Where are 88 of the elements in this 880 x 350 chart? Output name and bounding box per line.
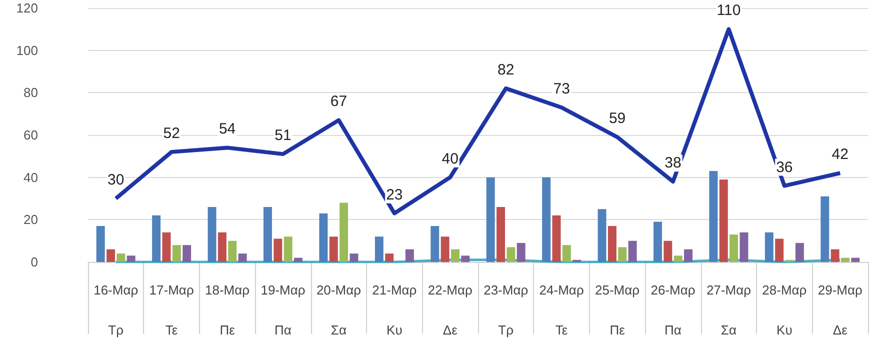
bar (820, 196, 830, 262)
category-label: 24-Μαρ Τε (539, 282, 584, 338)
bar (162, 232, 171, 262)
y-tick-label: 120 (16, 0, 38, 16)
bar (840, 258, 850, 262)
bar (506, 247, 516, 262)
data-label: 42 (832, 146, 848, 164)
bar (440, 236, 450, 262)
data-label: 40 (442, 150, 458, 168)
bar (405, 249, 414, 262)
bar (764, 232, 774, 262)
data-label: 110 (716, 2, 741, 20)
bar (294, 258, 302, 262)
bar (775, 238, 784, 262)
bar (218, 232, 226, 262)
category-label: 19-Μαρ Πα (260, 282, 306, 338)
bar (385, 254, 394, 262)
data-label: 82 (498, 61, 514, 78)
bar (830, 249, 840, 262)
bar (274, 238, 282, 262)
category-label: 27-Μαρ Σα (706, 282, 751, 338)
bar (319, 213, 328, 262)
bar (709, 170, 718, 262)
bar (350, 254, 358, 262)
bar (684, 249, 692, 262)
bar (450, 249, 460, 262)
data-label: 67 (330, 93, 348, 110)
data-label: 51 (274, 127, 292, 144)
bar (238, 254, 247, 262)
bar (719, 179, 728, 262)
data-label: 23 (386, 186, 403, 204)
bar (461, 256, 470, 262)
data-label: 59 (608, 110, 626, 128)
bar (516, 242, 526, 262)
bar (674, 256, 682, 262)
bar (264, 206, 272, 262)
bar (106, 249, 116, 262)
y-tick-label: 20 (24, 212, 38, 228)
category-label: 22-Μαρ Δε (428, 282, 472, 338)
bar (182, 245, 192, 262)
y-tick-label: 0 (30, 254, 38, 270)
bar (608, 226, 616, 262)
bar (496, 206, 506, 262)
data-label: 30 (108, 172, 124, 188)
y-tick-label: 80 (24, 85, 38, 100)
category-label: 17-Μαρ Τε (149, 282, 194, 338)
bar (96, 226, 105, 262)
category-label: 26-Μαρ Πα (650, 282, 696, 338)
bar (208, 206, 216, 262)
bar (152, 215, 161, 262)
bar (172, 245, 181, 262)
category-label: 23-Μαρ Τρ (484, 282, 528, 338)
bar (542, 177, 551, 262)
data-label: 38 (664, 154, 682, 172)
bar (654, 222, 662, 262)
y-tick-label: 100 (16, 42, 38, 58)
bar (628, 240, 637, 262)
bar (329, 236, 338, 262)
bar (618, 247, 627, 262)
bar (740, 232, 748, 262)
bar (562, 245, 571, 262)
y-tick-label: 60 (24, 128, 38, 142)
bar (486, 177, 495, 262)
bar (552, 215, 561, 262)
bar (374, 236, 384, 262)
bar (795, 242, 804, 262)
bar (430, 226, 440, 262)
data-label: 73 (553, 80, 570, 98)
category-label: 16-Μαρ Τρ (94, 282, 138, 338)
category-label: 25-Μαρ Πε (595, 282, 640, 338)
data-label: 52 (163, 124, 180, 142)
bar (116, 254, 126, 262)
category-label: 28-Μαρ Κυ (762, 282, 807, 338)
bar (730, 234, 738, 262)
category-label: 29-Μαρ Δε (818, 282, 862, 338)
bar (664, 240, 672, 262)
bar (284, 236, 292, 262)
bar (228, 240, 237, 262)
bar (126, 256, 136, 262)
y-tick-label: 40 (24, 170, 38, 185)
bar (340, 202, 348, 262)
bar (598, 209, 606, 262)
data-label: 36 (776, 158, 793, 176)
data-label: 54 (218, 120, 236, 138)
category-label: 20-Μαρ Σα (316, 282, 361, 338)
bar (851, 258, 860, 262)
category-label: 18-Μαρ Πε (205, 282, 250, 338)
category-label: 21-Μαρ Κυ (372, 282, 417, 338)
